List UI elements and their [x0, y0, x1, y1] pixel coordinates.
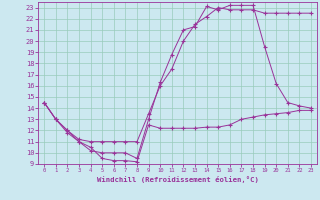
X-axis label: Windchill (Refroidissement éolien,°C): Windchill (Refroidissement éolien,°C) [97, 176, 259, 183]
